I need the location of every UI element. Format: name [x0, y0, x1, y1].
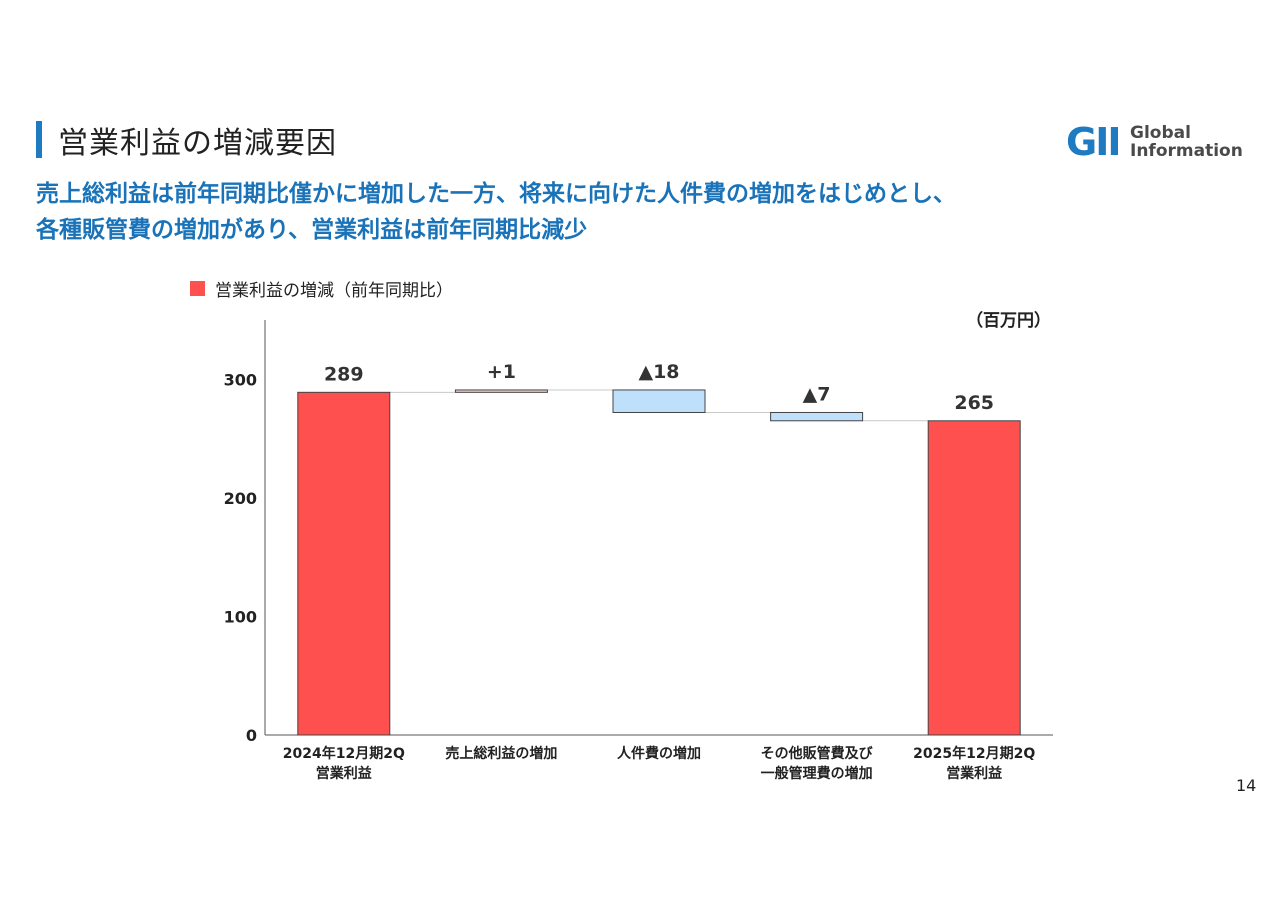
legend-label: 営業利益の増減（前年同期比）	[215, 281, 453, 301]
x-tick-label: 2025年12月期2Q	[913, 745, 1035, 762]
data-label: 289	[324, 363, 364, 385]
y-tick-label: 200	[224, 489, 257, 508]
chart-legend: 営業利益の増減（前年同期比）	[190, 276, 453, 301]
x-tick-label: 人件費の増加	[617, 745, 701, 762]
page-number: 14	[1236, 776, 1257, 795]
bar-total	[297, 391, 391, 736]
bar-decrease	[770, 411, 864, 422]
data-label: +1	[487, 361, 516, 383]
logo-text-line1: Global	[1130, 123, 1191, 143]
y-tick-label: 100	[224, 607, 257, 626]
x-tick-label: その他販管費及び	[761, 745, 874, 762]
logo-text-line2: Information	[1130, 141, 1243, 161]
slide-subtitle: 売上総利益は前年同期比僅かに増加した一方、将来に向けた人件費の増加をはじめとし、…	[36, 176, 1256, 248]
x-tick-label: 営業利益	[946, 765, 1002, 782]
logo-mark: GII	[1066, 120, 1121, 164]
bar-decrease	[612, 389, 706, 413]
x-tick-label: 売上総利益の増加	[445, 745, 557, 762]
x-tick-label: 営業利益	[316, 765, 372, 782]
data-label: 265	[954, 392, 994, 414]
title-accent-bar	[36, 121, 42, 158]
bar-increase	[454, 389, 548, 393]
legend-swatch	[190, 281, 205, 296]
data-label: ▲18	[638, 361, 679, 383]
y-tick-label: 300	[224, 370, 257, 389]
data-label: ▲7	[803, 383, 831, 405]
page-title: 営業利益の増減要因	[58, 126, 337, 161]
x-tick-label: 一般管理費の増加	[761, 765, 873, 782]
logo-text: Global Information	[1130, 124, 1243, 160]
y-tick-label: 0	[246, 726, 257, 745]
subtitle-line2: 各種販管費の増加があり、営業利益は前年同期比減少	[36, 217, 588, 243]
bar-total	[927, 420, 1021, 736]
company-logo: GII Global Information	[1066, 120, 1243, 164]
unit-label: （百万円）	[966, 311, 1051, 331]
x-tick-label: 2024年12月期2Q	[283, 745, 405, 762]
subtitle-line1: 売上総利益は前年同期比僅かに増加した一方、将来に向けた人件費の増加をはじめとし、	[36, 181, 956, 207]
